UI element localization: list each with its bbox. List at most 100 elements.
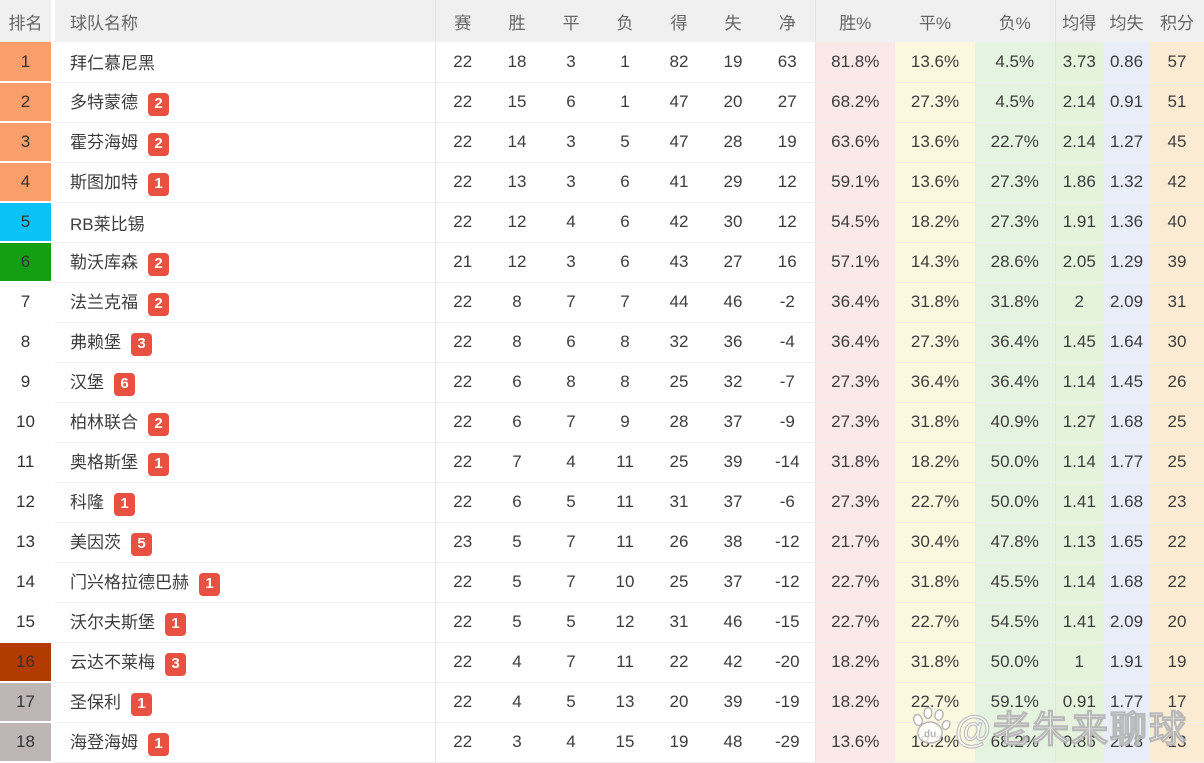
goals-against-cell: 46	[706, 602, 760, 643]
goals-for-cell: 20	[652, 682, 706, 723]
win-pct-cell: 22.7%	[815, 562, 895, 603]
table-row[interactable]: 4 斯图加特 1 22 13 3 6 41 29 12 59.1% 13.6% 2…	[0, 162, 1204, 203]
played-cell: 22	[435, 722, 490, 763]
header-played: 赛	[435, 0, 490, 42]
team-cell[interactable]: 美因茨 5	[53, 522, 436, 563]
team-cell[interactable]: 弗赖堡 3	[53, 322, 436, 363]
team-name: 奥格斯堡	[70, 453, 138, 472]
goals-for-cell: 25	[652, 442, 706, 483]
avg-ga-cell: 2.09	[1103, 602, 1150, 643]
points-cell: 57	[1150, 42, 1204, 83]
draw-cell: 4	[544, 202, 598, 243]
rank-cell: 12	[0, 482, 55, 523]
team-cell[interactable]: 科隆 1	[53, 482, 436, 523]
header-avg-gf: 均得	[1055, 0, 1103, 42]
table-row[interactable]: 14 门兴格拉德巴赫 1 22 5 7 10 25 37 -12 22.7% 31…	[0, 562, 1204, 603]
team-cell[interactable]: 汉堡 6	[53, 362, 436, 403]
draw-cell: 5	[544, 602, 598, 643]
table-row[interactable]: 7 法兰克福 2 22 8 7 7 44 46 -2 36.4% 31.8% 31…	[0, 282, 1204, 323]
team-name: 柏林联合	[70, 413, 138, 432]
goal-diff-cell: 63	[760, 42, 816, 83]
played-cell: 22	[435, 602, 490, 643]
team-name: 法兰克福	[70, 293, 138, 312]
table-row[interactable]: 18 海登海姆 1 22 3 4 15 19 48 -29 13.6% 18.2%…	[0, 722, 1204, 763]
team-cell[interactable]: 奥格斯堡 1	[53, 442, 436, 483]
played-cell: 22	[435, 402, 490, 443]
won-cell: 15	[490, 82, 544, 123]
played-cell: 22	[435, 282, 490, 323]
lost-cell: 15	[598, 722, 652, 763]
rank-cell: 14	[0, 562, 55, 603]
table-row[interactable]: 12 科隆 1 22 6 5 11 31 37 -6 27.3% 22.7% 50…	[0, 482, 1204, 523]
goals-for-cell: 31	[652, 482, 706, 523]
team-cell[interactable]: 勒沃库森 2	[53, 242, 436, 283]
rank-cell: 8	[0, 322, 55, 363]
header-win-pct: 胜%	[815, 0, 895, 42]
table-row[interactable]: 15 沃尔夫斯堡 1 22 5 5 12 31 46 -15 22.7% 22.7…	[0, 602, 1204, 643]
team-cell[interactable]: 门兴格拉德巴赫 1	[53, 562, 436, 603]
avg-gf-cell: 2.14	[1055, 82, 1103, 123]
win-pct-cell: 31.8%	[815, 442, 895, 483]
goal-diff-cell: 16	[760, 242, 816, 283]
table-row[interactable]: 6 勒沃库森 2 21 12 3 6 43 27 16 57.1% 14.3% 2…	[0, 242, 1204, 283]
table-row[interactable]: 3 霍芬海姆 2 22 14 3 5 47 28 19 63.6% 13.6% 2…	[0, 122, 1204, 163]
goal-diff-cell: 19	[760, 122, 816, 163]
draw-cell: 3	[544, 242, 598, 283]
avg-gf-cell: 2.05	[1055, 242, 1103, 283]
win-pct-cell: 18.2%	[815, 682, 895, 723]
goal-diff-cell: -20	[760, 642, 816, 683]
team-cell[interactable]: 拜仁慕尼黑	[53, 42, 436, 83]
lost-cell: 11	[598, 642, 652, 683]
table-row[interactable]: 16 云达不莱梅 3 22 4 7 11 22 42 -20 18.2% 31.8…	[0, 642, 1204, 683]
goals-against-cell: 27	[706, 242, 760, 283]
team-cell[interactable]: 斯图加特 1	[53, 162, 436, 203]
table-row[interactable]: 8 弗赖堡 3 22 8 6 8 32 36 -4 36.4% 27.3% 36.…	[0, 322, 1204, 363]
table-row[interactable]: 17 圣保利 1 22 4 5 13 20 39 -19 18.2% 22.7% …	[0, 682, 1204, 723]
played-cell: 22	[435, 482, 490, 523]
goals-for-cell: 25	[652, 562, 706, 603]
team-cell[interactable]: 霍芬海姆 2	[53, 122, 436, 163]
won-cell: 14	[490, 122, 544, 163]
draw-pct-cell: 31.8%	[895, 562, 975, 603]
team-cell[interactable]: 云达不莱梅 3	[53, 642, 436, 683]
table-row[interactable]: 9 汉堡 6 22 6 8 8 25 32 -7 27.3% 36.4% 36.4…	[0, 362, 1204, 403]
draw-cell: 7	[544, 402, 598, 443]
won-cell: 6	[490, 362, 544, 403]
goal-diff-cell: -2	[760, 282, 816, 323]
draw-pct-cell: 13.6%	[895, 162, 975, 203]
avg-gf-cell: 1.41	[1055, 482, 1103, 523]
table-row[interactable]: 10 柏林联合 2 22 6 7 9 28 37 -9 27.3% 31.8% 4…	[0, 402, 1204, 443]
table-row[interactable]: 5 RB莱比锡 22 12 4 6 42 30 12 54.5% 18.2% 2…	[0, 202, 1204, 243]
avg-gf-cell: 0.86	[1055, 722, 1103, 763]
table-row[interactable]: 13 美因茨 5 23 5 7 11 26 38 -12 21.7% 30.4% …	[0, 522, 1204, 563]
avg-ga-cell: 1.27	[1103, 122, 1150, 163]
draw-cell: 4	[544, 722, 598, 763]
goal-diff-cell: -29	[760, 722, 816, 763]
table-row[interactable]: 2 多特蒙德 2 22 15 6 1 47 20 27 68.2% 27.3% 4…	[0, 82, 1204, 123]
draw-pct-cell: 31.8%	[895, 282, 975, 323]
loss-pct-cell: 40.9%	[975, 402, 1056, 443]
team-cell[interactable]: 柏林联合 2	[53, 402, 436, 443]
draw-cell: 6	[544, 322, 598, 363]
team-cell[interactable]: 多特蒙德 2	[53, 82, 436, 123]
win-pct-cell: 54.5%	[815, 202, 895, 243]
draw-cell: 7	[544, 282, 598, 323]
loss-pct-cell: 54.5%	[975, 602, 1056, 643]
lost-cell: 11	[598, 522, 652, 563]
played-cell: 23	[435, 522, 490, 563]
draw-pct-cell: 22.7%	[895, 682, 975, 723]
goals-against-cell: 20	[706, 82, 760, 123]
team-cell[interactable]: 圣保利 1	[53, 682, 436, 723]
table-row[interactable]: 11 奥格斯堡 1 22 7 4 11 25 39 -14 31.8% 18.2%…	[0, 442, 1204, 483]
rank-cell: 10	[0, 402, 55, 443]
team-cell[interactable]: 法兰克福 2	[53, 282, 436, 323]
points-cell: 17	[1150, 682, 1204, 723]
header-row: 排名 球队名称 赛 胜 平 负 得 失 净 胜% 平% 负% 均得 均失 积分	[0, 0, 1204, 42]
team-cell[interactable]: RB莱比锡	[53, 202, 436, 243]
won-cell: 5	[490, 522, 544, 563]
team-cell[interactable]: 海登海姆 1	[53, 722, 436, 763]
table-row[interactable]: 1 拜仁慕尼黑 22 18 3 1 82 19 63 81.8% 13.6% 4…	[0, 42, 1204, 83]
team-cell[interactable]: 沃尔夫斯堡 1	[53, 602, 436, 643]
promotion-count-badge: 1	[148, 173, 169, 196]
goals-against-cell: 39	[706, 442, 760, 483]
